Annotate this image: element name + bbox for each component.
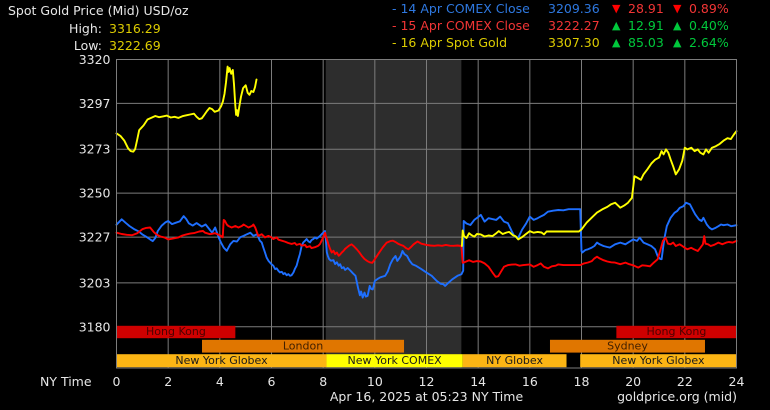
up-arrow-icon: ▲ [673, 36, 682, 49]
legend-change-16apr: 85.03 [628, 35, 664, 50]
up-arrow-icon: ▲ [673, 19, 682, 32]
session-bar-hong-kong [116, 325, 236, 339]
legend: - 14 Apr COMEX Close 3209.36 ▼ 28.91 ▼ 0… [390, 1, 770, 52]
legend-label-16apr: - 16 Apr Spot Gold [392, 35, 508, 50]
x-tick-label: 24 [729, 374, 745, 389]
legend-row-15apr: - 15 Apr COMEX Close 3222.27 ▲ 12.91 ▲ 0… [390, 18, 770, 35]
y-tick-label: 3203 [79, 275, 111, 290]
x-tick-label: 16 [522, 374, 538, 389]
session-bar-london [202, 339, 405, 353]
up-arrow-icon: ▲ [612, 19, 621, 32]
series-line-yellow [460, 130, 738, 247]
source-credit: goldprice.org (mid) [617, 389, 737, 404]
session-bar-new-york-comex [326, 354, 463, 368]
series-line-blue [115, 201, 738, 299]
legend-label-15apr: - 15 Apr COMEX Close [392, 18, 530, 33]
y-tick-label: 3227 [79, 230, 111, 245]
legend-value-16apr: 3307.30 [548, 35, 600, 50]
x-tick-label: 6 [268, 374, 276, 389]
ny-time-axis-label: NY Time [40, 374, 92, 389]
y-tick-label: 3273 [79, 142, 111, 157]
timestamp: Apr 16, 2025 at 05:23 NY Time [329, 389, 524, 404]
x-tick-label: 2 [164, 374, 172, 389]
series-line-red [115, 218, 738, 278]
closed-market-band [325, 59, 462, 368]
y-tick-label: 3320 [79, 52, 111, 67]
session-bar-label: New York COMEX [348, 354, 443, 367]
x-tick-label: 4 [216, 374, 224, 389]
x-tick-label: 20 [625, 374, 641, 389]
x-tick-label: 14 [470, 374, 486, 389]
session-bar-hong-kong [616, 325, 737, 339]
y-tick-label: 3250 [79, 186, 111, 201]
legend-row-16apr: - 16 Apr Spot Gold 3307.30 ▲ 85.03 ▲ 2.6… [390, 35, 770, 52]
session-bar-label: London [283, 340, 323, 353]
legend-change-15apr: 12.91 [628, 18, 664, 33]
y-tick-label: 3180 [79, 319, 111, 334]
x-tick-label: 0 [113, 374, 121, 389]
session-bar-label: New York Globex [175, 354, 268, 367]
session-bar-new-york-globex [580, 354, 737, 368]
low-value: 3222.69 [109, 38, 161, 53]
session-bar-new-york-globex [116, 354, 327, 368]
legend-label-14apr: - 14 Apr COMEX Close [392, 1, 530, 16]
session-bar-label: Hong Kong [146, 325, 206, 338]
legend-value-14apr: 3209.36 [548, 1, 600, 16]
x-tick-label: 10 [367, 374, 383, 389]
low-label: Low: [73, 38, 102, 53]
session-bar-label: Sydney [607, 340, 648, 353]
plot-border [116, 59, 737, 369]
session-bar-label: New York Globex [612, 354, 705, 367]
down-arrow-icon: ▼ [673, 2, 682, 15]
y-tick-label: 3297 [79, 96, 111, 111]
session-bar-label: Hong Kong [647, 325, 707, 338]
page-title: Spot Gold Price (Mid) USD/oz [8, 3, 189, 18]
high-label: High: [69, 21, 102, 36]
legend-pct-15apr: 0.40% [689, 18, 729, 33]
x-tick-label: 22 [677, 374, 693, 389]
high-value: 3316.29 [109, 21, 161, 36]
x-tick-label: 18 [574, 374, 590, 389]
legend-row-14apr: - 14 Apr COMEX Close 3209.36 ▼ 28.91 ▼ 0… [390, 1, 770, 18]
session-bar-label: NY Globex [486, 354, 543, 367]
session-bar-sydney [549, 339, 705, 353]
x-tick-label: 8 [319, 374, 327, 389]
series-line-yellow [115, 65, 258, 153]
x-tick-label: 12 [419, 374, 435, 389]
legend-pct-16apr: 2.64% [689, 35, 729, 50]
up-arrow-icon: ▲ [612, 36, 621, 49]
down-arrow-icon: ▼ [612, 2, 621, 15]
legend-pct-14apr: 0.89% [689, 1, 729, 16]
legend-value-15apr: 3222.27 [548, 18, 600, 33]
legend-change-14apr: 28.91 [628, 1, 664, 16]
session-bar-ny-globex [462, 354, 567, 368]
